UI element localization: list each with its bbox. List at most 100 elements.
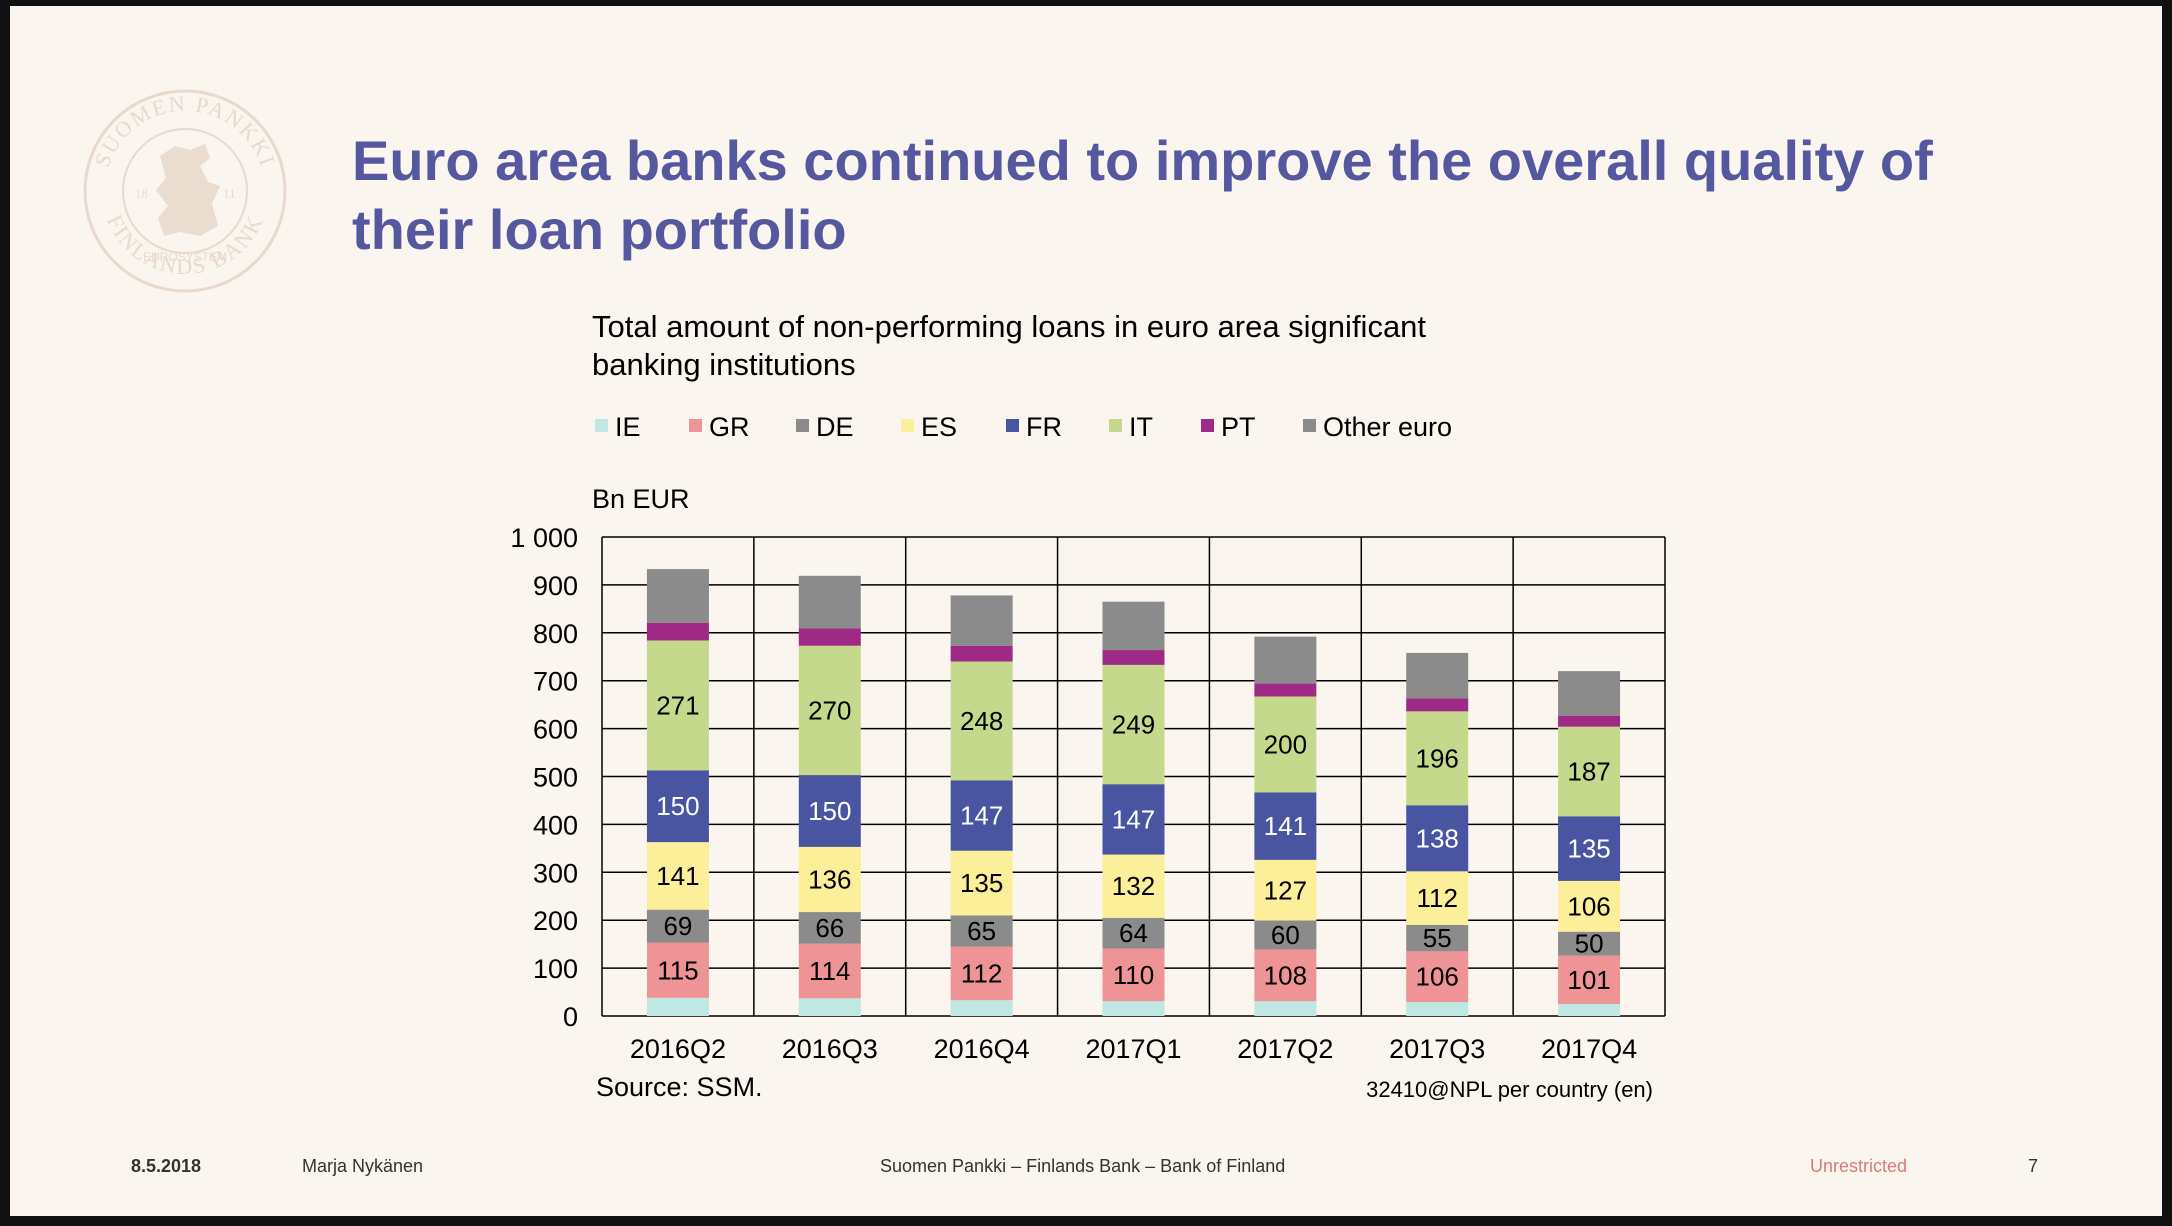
chart-title-line-2: banking institutions — [592, 347, 856, 382]
data-label-es-2017Q3: 112 — [1416, 883, 1457, 913]
npl-stacked-bar-chart: Total amount of non-performing loans in … — [510, 309, 1666, 1102]
chart-bars: 115 69 141 150 271 114 66 136 150 270 112 65 135 147 2… — [646, 569, 1621, 1016]
bar-ie-2017Q1 — [1102, 1001, 1165, 1016]
bar-es-2017Q2 — [1254, 859, 1317, 921]
bar-other-euro-2016Q4 — [950, 595, 1013, 646]
bar-es-2017Q4 — [1558, 880, 1621, 932]
data-label-es-2016Q4: 135 — [960, 868, 1003, 898]
bar-pt-2017Q2 — [1254, 683, 1317, 697]
footer-institution: Suomen Pankki – Finlands Bank – Bank of … — [880, 1156, 1286, 1176]
bar-es-2017Q1 — [1102, 854, 1165, 918]
data-label-fr-2017Q2: 141 — [1264, 811, 1307, 841]
y-tick-label-900: 900 — [533, 571, 578, 601]
bar-other-euro-2016Q3 — [798, 575, 861, 629]
bar-gr-2016Q3 — [798, 943, 861, 999]
footer-date: 8.5.2018 — [131, 1156, 202, 1176]
footer-page-number: 7 — [2028, 1156, 2039, 1176]
x-tick-label-2017Q2: 2017Q2 — [1237, 1034, 1333, 1064]
data-label-gr-2017Q4: 101 — [1567, 965, 1610, 995]
bar-ie-2017Q4 — [1558, 1004, 1621, 1016]
bar-fr-2016Q4 — [950, 780, 1013, 851]
chart-title-line-1: Total amount of non-performing loans in … — [592, 309, 1426, 344]
bar-it-2017Q2 — [1254, 696, 1317, 793]
bar-pt-2017Q3 — [1406, 698, 1469, 712]
legend-swatch-it — [1109, 419, 1122, 432]
bar-other-euro-2017Q4 — [1558, 671, 1621, 716]
y-tick-label-1000: 1 000 — [510, 523, 578, 553]
legend-swatch-fr — [1006, 419, 1019, 432]
legend-label-de: DE — [816, 412, 854, 442]
bar-de-2016Q4 — [950, 915, 1013, 947]
data-label-de-2016Q2: 69 — [663, 911, 692, 941]
footer-classification: Unrestricted — [1810, 1156, 1908, 1176]
y-tick-label-600: 600 — [533, 715, 578, 745]
bar-other-euro-2017Q3 — [1406, 652, 1469, 699]
legend-swatch-ie — [595, 419, 608, 432]
bar-de-2017Q3 — [1406, 924, 1469, 952]
bar-it-2016Q2 — [646, 640, 709, 771]
data-label-de-2017Q2: 60 — [1271, 920, 1300, 950]
data-label-it-2017Q1: 249 — [1112, 710, 1155, 740]
chart-source: Source: SSM. — [596, 1072, 763, 1102]
x-tick-label-2017Q3: 2017Q3 — [1389, 1034, 1485, 1064]
data-label-it-2016Q4: 248 — [960, 706, 1003, 736]
legend-swatch-pt — [1201, 419, 1214, 432]
data-label-fr-2016Q3: 150 — [808, 796, 851, 826]
x-axis-ticks: 2016Q2 2016Q3 2016Q4 2017Q1 2017Q2 2017Q3 2017… — [630, 1034, 1637, 1064]
y-tick-label-700: 700 — [533, 667, 578, 697]
chart-id: 32410@NPL per country (en) — [1366, 1077, 1653, 1102]
bar-it-2016Q3 — [798, 645, 861, 776]
bar-gr-2017Q1 — [1102, 948, 1165, 1002]
x-tick-label-2016Q3: 2016Q3 — [782, 1034, 878, 1064]
legend-swatch-gr — [689, 419, 702, 432]
data-label-es-2016Q3: 136 — [808, 864, 851, 894]
legend-label-it: IT — [1129, 412, 1153, 442]
data-label-gr-2017Q1: 110 — [1113, 960, 1154, 990]
chart-legend: IE GR DE ES FR IT PT Other euro — [595, 412, 1452, 442]
data-label-gr-2017Q3: 106 — [1416, 962, 1459, 992]
bar-gr-2017Q2 — [1254, 949, 1317, 1002]
y-tick-label-200: 200 — [533, 906, 578, 936]
bar-es-2016Q4 — [950, 850, 1013, 916]
data-label-fr-2017Q4: 135 — [1567, 834, 1610, 864]
x-tick-label-2016Q2: 2016Q2 — [630, 1034, 726, 1064]
slide: SUOMEN PANKKI FINLANDS BANK 18 11 EUROSY… — [10, 6, 2162, 1216]
bar-de-2017Q4 — [1558, 931, 1621, 956]
data-label-es-2016Q2: 141 — [656, 861, 699, 891]
bar-gr-2017Q3 — [1406, 951, 1469, 1003]
data-label-de-2017Q4: 50 — [1575, 929, 1604, 959]
legend-swatch-other-euro — [1303, 419, 1316, 432]
bar-it-2016Q4 — [950, 661, 1013, 781]
slide-title: Euro area banks continued to improve the… — [352, 129, 1933, 261]
legend-label-es: ES — [921, 412, 957, 442]
data-label-gr-2016Q4: 112 — [961, 958, 1002, 988]
y-axis-label: Bn EUR — [592, 484, 690, 514]
y-tick-label-800: 800 — [533, 619, 578, 649]
bar-de-2016Q2 — [646, 909, 709, 943]
data-label-es-2017Q4: 106 — [1567, 891, 1610, 921]
data-label-fr-2016Q2: 150 — [656, 791, 699, 821]
footer-author: Marja Nykänen — [302, 1156, 424, 1176]
legend-swatch-es — [901, 419, 914, 432]
data-label-gr-2016Q3: 114 — [809, 956, 850, 986]
data-label-es-2017Q2: 127 — [1264, 875, 1307, 905]
data-label-it-2017Q4: 187 — [1567, 756, 1610, 786]
bar-ie-2017Q3 — [1406, 1002, 1469, 1016]
data-label-fr-2016Q4: 147 — [960, 801, 1003, 831]
legend-label-gr: GR — [709, 412, 750, 442]
bar-gr-2017Q4 — [1558, 955, 1621, 1005]
data-label-de-2017Q3: 55 — [1423, 923, 1452, 953]
bar-pt-2017Q4 — [1558, 715, 1621, 727]
data-label-it-2016Q3: 270 — [808, 695, 851, 725]
y-tick-label-100: 100 — [533, 954, 578, 984]
data-label-gr-2016Q2: 115 — [657, 955, 698, 985]
y-tick-label-300: 300 — [533, 858, 578, 888]
data-label-it-2017Q3: 196 — [1416, 743, 1459, 773]
x-tick-label-2017Q1: 2017Q1 — [1085, 1034, 1181, 1064]
y-tick-label-0: 0 — [563, 1002, 578, 1032]
y-axis-ticks: 0 100 200 300 400 500 600 700 800 900 1 000 — [510, 523, 578, 1032]
bar-it-2017Q4 — [1558, 726, 1621, 817]
bar-pt-2017Q1 — [1102, 650, 1165, 665]
bar-de-2016Q3 — [798, 912, 861, 944]
bank-seal-logo: SUOMEN PANKKI FINLANDS BANK 18 11 EUROSY… — [83, 89, 287, 293]
